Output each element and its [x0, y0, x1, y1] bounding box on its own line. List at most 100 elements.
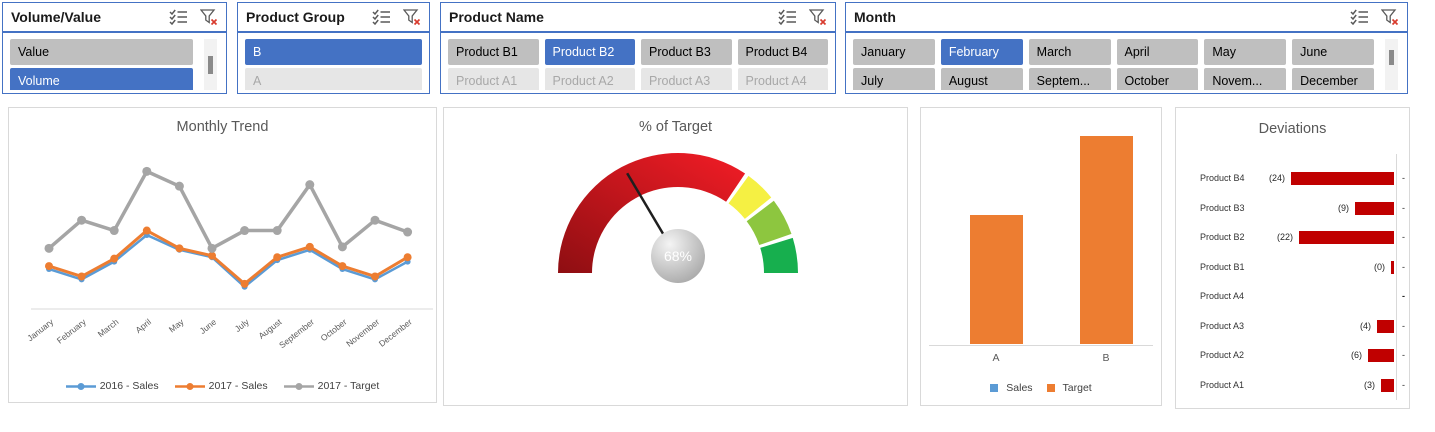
data-point: [240, 226, 250, 236]
clear-filter-icon[interactable]: [809, 8, 827, 26]
data-point: [403, 227, 413, 237]
trend-line-2017-target: [47, 169, 410, 251]
clear-filter-icon[interactable]: [200, 8, 218, 26]
slicer-item-may[interactable]: May: [1204, 39, 1287, 65]
data-point: [403, 253, 412, 262]
slicer-item-july[interactable]: July: [853, 68, 935, 90]
slicer-scrollbar[interactable]: [1385, 39, 1398, 90]
clear-filter-icon[interactable]: [403, 8, 421, 26]
slicer-item-list: January February March April May June July Augu…: [853, 39, 1374, 90]
multi-select-icon[interactable]: [372, 9, 391, 25]
value-label: (3): [1364, 379, 1375, 390]
x-axis-tick-label: August: [256, 316, 284, 341]
slicer-item-product-b3[interactable]: Product B3: [641, 39, 732, 65]
slicer-item-value[interactable]: Value: [10, 39, 193, 65]
slicer-month: Month January February March April May June Ju…: [845, 2, 1408, 94]
slicer-item-december[interactable]: December: [1292, 68, 1374, 90]
deviation-bar: [1368, 349, 1394, 362]
deviation-row: Product A3 (4) -: [1176, 319, 1409, 335]
legend-item: Sales: [990, 382, 1033, 394]
legend-item: 2017 - Sales: [174, 380, 268, 392]
slicer-item-b[interactable]: B: [245, 39, 422, 65]
x-axis-tick-label: A: [992, 352, 1000, 364]
scrollbar-thumb[interactable]: [1389, 50, 1394, 65]
monthly-trend-chart: Monthly Trend January February March April M…: [8, 107, 437, 403]
gauge-segment: [746, 200, 792, 246]
data-point: [273, 253, 282, 262]
slicer-title: Product Name: [449, 9, 544, 25]
slicer-product-name: Product Name Product B1 Product B2 Product…: [440, 2, 836, 94]
data-point: [305, 242, 314, 251]
value-label: (9): [1338, 202, 1349, 213]
scrollbar-thumb[interactable]: [208, 56, 213, 74]
slicer-item-product-b4[interactable]: Product B4: [737, 39, 828, 65]
x-axis-tick-label: July: [233, 316, 252, 334]
data-point: [370, 215, 380, 225]
data-point: [207, 243, 217, 253]
slicer-header: Product Name: [441, 3, 835, 33]
x-axis-tick-label: September: [277, 317, 316, 351]
category-label: Product B4: [1200, 173, 1245, 183]
percent-of-target-gauge: % of Target 68%: [443, 107, 908, 406]
slicer-item-septem-[interactable]: Septem...: [1028, 68, 1111, 90]
slicer-item-april[interactable]: April: [1116, 39, 1199, 65]
legend-marker-icon: [1046, 384, 1055, 392]
deviation-bar: [1355, 201, 1394, 215]
legend-item: 2016 - Sales: [65, 380, 159, 392]
slicer-item-product-a2[interactable]: Product A2: [544, 68, 635, 90]
x-axis-tick-label: June: [198, 317, 219, 336]
slicer-item-february[interactable]: February: [940, 39, 1023, 65]
legend-label: Sales: [1006, 382, 1033, 394]
data-point: [45, 262, 53, 271]
data-point: [337, 242, 347, 252]
clear-filter-icon[interactable]: [1381, 8, 1399, 26]
data-point: [109, 226, 119, 236]
category-label: Product B1: [1200, 261, 1245, 272]
data-point: [240, 279, 249, 288]
gauge-segment: [728, 175, 772, 219]
legend-label: 2017 - Target: [317, 380, 380, 392]
slicer-item-volume[interactable]: Volume: [10, 68, 193, 90]
category-label: Product A4: [1200, 291, 1245, 301]
x-axis-tick-label: March: [96, 317, 121, 340]
legend-marker-icon: [65, 382, 96, 390]
slicer-scrollbar[interactable]: [204, 39, 217, 90]
slicer-item-october[interactable]: October: [1116, 68, 1199, 90]
y-axis-line: [1396, 154, 1397, 400]
slicer-item-novem-[interactable]: Novem...: [1204, 68, 1287, 90]
legend-marker-icon: [174, 382, 205, 390]
multi-select-icon[interactable]: [169, 9, 188, 25]
slicer-item-january[interactable]: January: [853, 39, 935, 65]
slicer-item-a[interactable]: A: [245, 68, 422, 90]
deviation-row: Product A4 -: [1176, 289, 1409, 305]
sales-target-bar-chart: A B Sales Target: [920, 107, 1162, 406]
deviation-bar: [1291, 172, 1394, 185]
zero-value-dash: -: [1402, 202, 1405, 213]
slicer-item-june[interactable]: June: [1292, 39, 1374, 65]
slicer-item-product-a1[interactable]: Product A1: [448, 68, 539, 90]
slicer-title: Volume/Value: [11, 9, 101, 25]
data-point: [338, 262, 347, 271]
slicer-volume-value: Volume/Value Value Volume: [2, 2, 227, 94]
deviation-bar: [1381, 378, 1394, 392]
zero-value-dash: -: [1402, 261, 1405, 272]
legend-marker-icon: [283, 382, 314, 390]
value-label: (4): [1360, 320, 1371, 331]
zero-value-dash: -: [1402, 379, 1405, 390]
x-axis-tick-label: November: [344, 317, 381, 349]
multi-select-icon[interactable]: [778, 9, 797, 25]
slicer-item-march[interactable]: March: [1028, 39, 1111, 65]
legend-item: 2017 - Target: [283, 380, 380, 392]
slicer-item-product-a4[interactable]: Product A4: [737, 68, 828, 90]
deviation-row: Product B3 (9) -: [1176, 201, 1409, 217]
slicer-item-list: Product B1 Product B2 Product B3 Product B4…: [448, 39, 828, 90]
slicer-item-product-a3[interactable]: Product A3: [641, 68, 732, 90]
slicer-item-august[interactable]: August: [940, 68, 1023, 90]
multi-select-icon[interactable]: [1350, 9, 1369, 25]
slicer-item-product-b2[interactable]: Product B2: [544, 39, 635, 65]
slicer-item-list: Value Volume: [10, 39, 193, 90]
chart-title: % of Target: [638, 119, 713, 135]
slicer-item-product-b1[interactable]: Product B1: [448, 39, 539, 65]
